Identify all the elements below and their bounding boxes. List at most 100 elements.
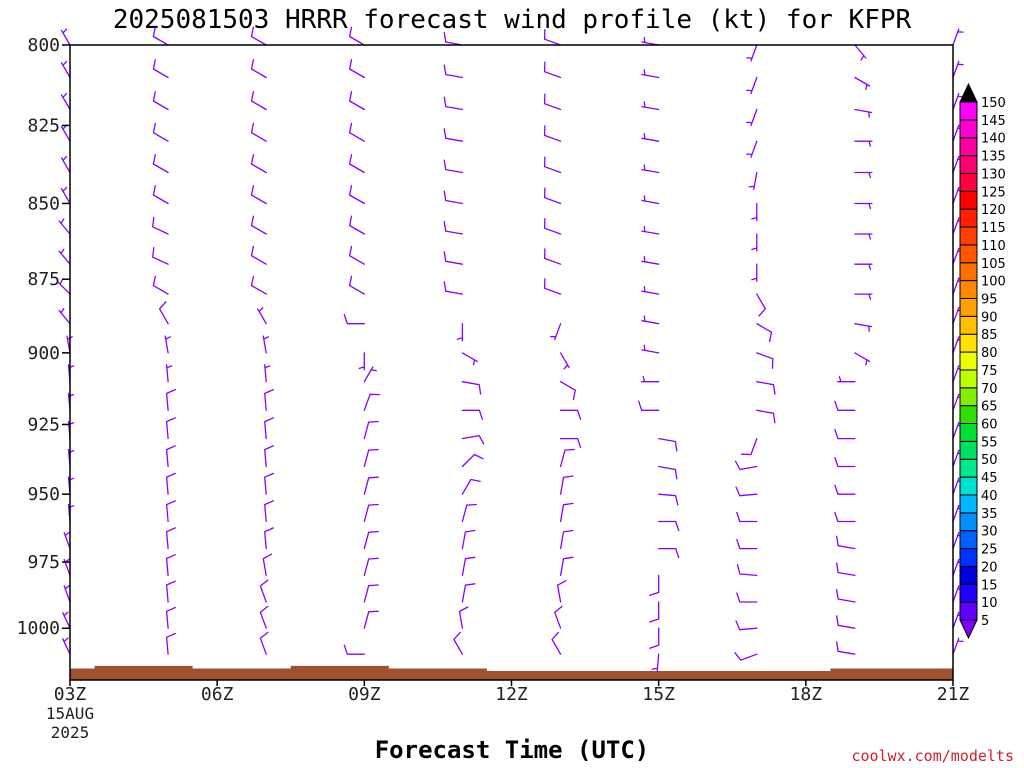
wind-barb [461, 434, 485, 445]
wind-barb [734, 652, 758, 661]
colorbar-label: 10 [981, 596, 998, 611]
x-axis-title: Forecast Time (UTC) [375, 736, 650, 764]
terrain-layer [70, 665, 953, 680]
wind-barb [736, 592, 758, 603]
wind-barb [264, 527, 275, 550]
colorbar-swatch [959, 333, 978, 353]
wind-barb [348, 59, 365, 79]
wind-barb [152, 154, 169, 174]
colorbar-swatch [959, 351, 978, 371]
wind-barb [559, 502, 574, 523]
colorbar-label: 115 [981, 221, 1006, 236]
wind-barb [543, 218, 562, 235]
wind-barb [854, 108, 873, 118]
wind-barb [556, 580, 567, 603]
wind-barb [259, 579, 269, 603]
y-tick-label: 950 [27, 484, 60, 505]
x-axis-year: 2025 [51, 723, 90, 742]
wind-barb [461, 352, 478, 366]
wind-barb [554, 605, 563, 629]
wind-barb [443, 281, 464, 295]
wind-barb [834, 511, 856, 523]
wind-barb [152, 185, 169, 205]
colorbar-label: 130 [981, 167, 1006, 182]
wind-barb [443, 251, 464, 265]
colorbar-label: 135 [981, 150, 1006, 165]
wind-barb [443, 96, 464, 111]
wind-barb [735, 620, 758, 631]
wind-barb [641, 69, 660, 79]
y-tick-label: 825 [27, 115, 60, 136]
wind-barb [658, 465, 678, 480]
wind-barb [559, 556, 574, 577]
colorbar-label: 40 [981, 489, 998, 504]
wind-barb [250, 26, 267, 46]
wind-barb [363, 476, 379, 495]
x-tick-label: 12Z [495, 684, 528, 705]
wind-barb [651, 653, 660, 672]
wind-barb [250, 59, 267, 79]
wind-barb [363, 366, 377, 383]
wind-barb [641, 285, 660, 295]
colorbar-swatch [959, 137, 978, 157]
colorbar-swatch [959, 548, 978, 567]
colorbar-swatch [959, 172, 978, 192]
wind-barb [952, 28, 964, 46]
wind-barb [152, 91, 169, 111]
wind-barb [837, 376, 856, 383]
colorbar-swatch [959, 512, 978, 532]
wind-barb [57, 278, 71, 295]
wind-barb [348, 122, 365, 142]
colorbar-min-triangle [959, 619, 978, 640]
wind-barb [152, 59, 169, 79]
wind-barb [165, 388, 176, 411]
wind-barb [854, 171, 873, 179]
colorbar-label: 150 [981, 96, 1006, 111]
colorbar-swatch [959, 101, 978, 121]
wind-barb [152, 275, 169, 295]
colorbar-label: 75 [981, 364, 998, 379]
wind-barb [363, 610, 379, 629]
wind-barb [734, 460, 758, 471]
wind-barb [250, 215, 267, 235]
wind-barb [559, 529, 574, 550]
colorbar-swatch [959, 387, 978, 407]
colorbar-label: 70 [981, 382, 998, 397]
wind-barb [60, 155, 71, 174]
wind-barb [854, 44, 867, 61]
wind-barb [748, 171, 758, 190]
wind-barb [854, 76, 871, 91]
colorbar-swatch [959, 315, 978, 335]
wind-barb [559, 409, 582, 420]
wind-barb [641, 36, 660, 46]
wind-barb [559, 475, 574, 495]
colorbar-swatch [959, 601, 978, 621]
colorbar-label: 90 [981, 310, 998, 325]
colorbar-label: 125 [981, 185, 1006, 200]
wind-barb [543, 61, 562, 79]
wind-barb [165, 472, 176, 495]
colorbar-label: 45 [981, 471, 998, 486]
wind-barb [443, 64, 464, 79]
wind-barb [751, 263, 758, 282]
wind-barb [543, 93, 562, 111]
colorbar-swatch [959, 226, 978, 246]
colorbar-swatch [959, 190, 978, 210]
wind-barb [348, 185, 365, 205]
wind-barb [456, 323, 464, 342]
wind-barb [461, 453, 484, 468]
wind-barb [348, 26, 365, 46]
wind-barb [257, 307, 267, 325]
colorbar-label: 120 [981, 203, 1006, 218]
wind-barb [746, 108, 758, 127]
credit-link[interactable]: coolwx.com/modelts [851, 747, 1014, 765]
x-tick-label: 03Z [54, 684, 87, 705]
wind-barb [641, 376, 660, 383]
wind-barb [262, 553, 273, 577]
wind-barb [262, 335, 270, 354]
wind-barb [165, 527, 176, 550]
wind-barb [854, 202, 873, 210]
wind-barb [736, 511, 758, 523]
wind-barb [543, 125, 562, 142]
wind-barb [461, 381, 482, 395]
